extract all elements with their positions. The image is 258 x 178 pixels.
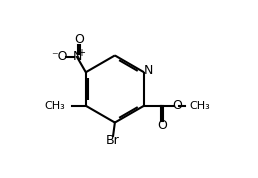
Text: O: O	[74, 33, 84, 46]
Text: O: O	[172, 99, 182, 112]
Text: O: O	[157, 119, 167, 132]
Text: +: +	[77, 48, 85, 57]
Text: ⁻O: ⁻O	[52, 50, 68, 63]
Text: CH₃: CH₃	[189, 101, 210, 111]
Text: N: N	[73, 49, 83, 62]
Text: CH₃: CH₃	[45, 101, 66, 111]
Text: Br: Br	[106, 134, 120, 147]
Text: N: N	[144, 64, 153, 77]
